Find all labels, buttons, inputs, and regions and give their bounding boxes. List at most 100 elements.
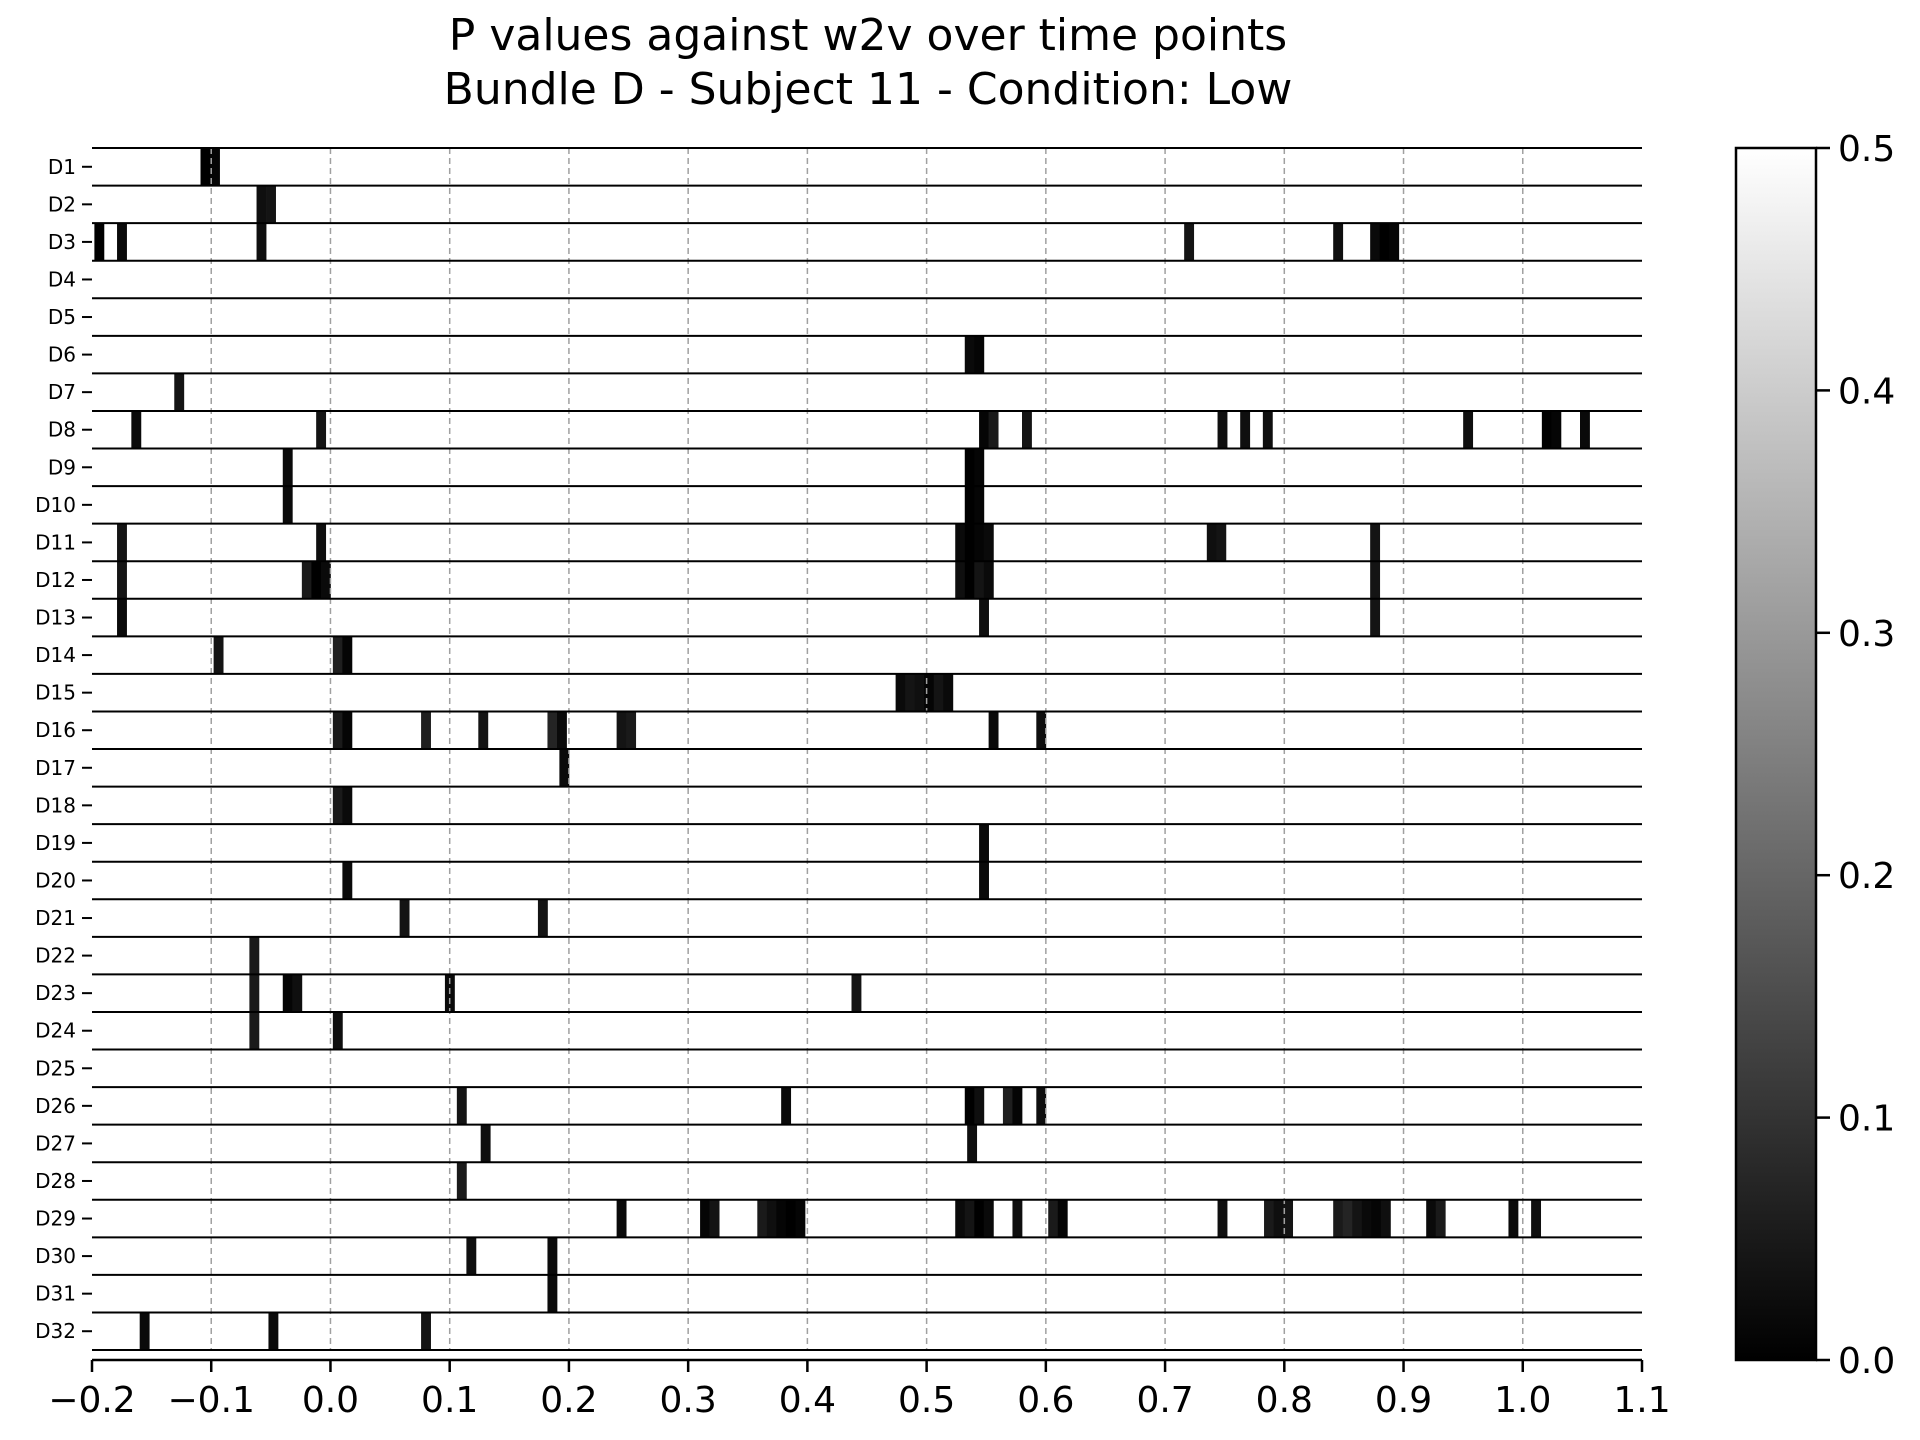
plot-area: D1 D2 D3 D4 D5 D6 D7 D8 D9 D10 D11 D12 D13 D14 D15 D16 D… xyxy=(35,147,1671,1421)
row-label-d12: D12 xyxy=(35,568,76,592)
row-label-d31: D31 xyxy=(35,1282,76,1306)
heatmap-cell xyxy=(1283,1199,1294,1238)
heatmap-cell xyxy=(256,223,267,261)
x-tick-label: 0.6 xyxy=(1017,1380,1074,1421)
heatmap-cell xyxy=(943,673,954,712)
row-background xyxy=(92,298,1642,336)
row-label-d30: D30 xyxy=(35,1244,76,1268)
colorbar-tick-label: 0.1 xyxy=(1838,1099,1895,1140)
heatmap-cell xyxy=(421,711,431,749)
heatmap-cell xyxy=(213,636,224,674)
heatmap-cell xyxy=(547,1237,558,1275)
heatmap-cell xyxy=(964,335,975,374)
colorbar: 0.0 0.1 0.2 0.3 0.4 0.5 xyxy=(1734,129,1895,1382)
heatmap-cell xyxy=(342,711,353,749)
heatmap-cell xyxy=(421,1312,431,1350)
row-label-d21: D21 xyxy=(35,906,76,930)
row-label-d18: D18 xyxy=(35,793,76,817)
row-background xyxy=(92,1237,1642,1275)
x-tick-label: 0.3 xyxy=(660,1380,717,1421)
colorbar-tick-label: 0.0 xyxy=(1838,1341,1895,1382)
heatmap-cell xyxy=(466,1237,477,1275)
row-label-d15: D15 xyxy=(35,681,76,705)
heatmap-cell xyxy=(1580,410,1590,449)
row-label-d28: D28 xyxy=(35,1169,76,1193)
heatmap-cell xyxy=(1048,1199,1059,1238)
heatmap-cell xyxy=(1216,523,1227,562)
heatmap-cell xyxy=(1508,1199,1519,1238)
row-label-d25: D25 xyxy=(35,1056,76,1080)
colorbar-tick-label: 0.3 xyxy=(1838,614,1895,655)
heatmap-cell xyxy=(557,711,567,749)
row-label-d1: D1 xyxy=(48,155,76,179)
heatmap-cell xyxy=(974,561,985,599)
heatmap-cell xyxy=(955,561,966,599)
heatmap-cell xyxy=(174,373,185,411)
heatmap-cell xyxy=(537,899,548,937)
x-tick-label: 1.0 xyxy=(1494,1380,1551,1421)
heatmap-cell xyxy=(964,486,975,524)
row-label-d9: D9 xyxy=(48,455,76,479)
heatmap-cell xyxy=(1036,1087,1047,1125)
heatmap-cell xyxy=(979,824,989,862)
heatmap-cell xyxy=(974,1199,985,1238)
x-tick-label: 0.8 xyxy=(1256,1380,1313,1421)
row-label-d6: D6 xyxy=(48,343,76,367)
heatmap-cell xyxy=(282,486,293,524)
heatmap-cell xyxy=(1342,1199,1353,1238)
heatmap-cell xyxy=(117,223,127,261)
row-label-d2: D2 xyxy=(48,192,76,216)
heatmap-cell xyxy=(1184,223,1195,261)
heatmap-cell xyxy=(332,636,343,674)
row-label-d20: D20 xyxy=(35,868,76,892)
row-background xyxy=(92,561,1642,599)
heatmap-cell xyxy=(1370,523,1381,562)
heatmap-cell xyxy=(1217,1199,1228,1238)
heatmap-cell xyxy=(266,185,276,224)
heatmap-cell xyxy=(914,673,925,712)
x-tick-label: 0.0 xyxy=(302,1380,359,1421)
heatmap-cell xyxy=(117,598,127,637)
heatmap-cell xyxy=(1389,223,1400,261)
heatmap-cell xyxy=(456,1087,467,1125)
row-label-d22: D22 xyxy=(35,944,76,968)
heatmap-cell xyxy=(320,561,331,599)
heatmap-cell xyxy=(1463,410,1474,449)
heatmap-cell xyxy=(1206,523,1217,562)
x-tick-label: 0.9 xyxy=(1375,1380,1432,1421)
row-label-d29: D29 xyxy=(35,1207,76,1231)
x-tick-label: 0.7 xyxy=(1136,1380,1193,1421)
heatmap-cell xyxy=(924,673,935,712)
row-background xyxy=(92,1124,1642,1163)
row-label-d32: D32 xyxy=(35,1319,76,1343)
heatmap-cell xyxy=(342,636,353,674)
row-background xyxy=(92,1312,1642,1350)
heatmap-cell xyxy=(249,974,260,1012)
row-background xyxy=(92,410,1642,449)
heatmap-cell xyxy=(1262,410,1273,449)
chart-title: P values against w2v over time points xyxy=(449,10,1287,61)
heatmap-cell xyxy=(964,561,975,599)
heatmap-cell xyxy=(1264,1199,1274,1238)
heatmap-cell xyxy=(131,410,142,449)
row-background xyxy=(92,1011,1642,1050)
x-tick-label: 1.1 xyxy=(1613,1380,1670,1421)
heatmap-cell xyxy=(1370,561,1381,599)
heatmap-cell xyxy=(332,711,343,749)
heatmap-cell xyxy=(983,523,994,562)
heatmap-cell xyxy=(301,561,312,599)
heatmap-cell xyxy=(1370,598,1381,637)
heatmap-cell xyxy=(1217,410,1228,449)
row-label-d13: D13 xyxy=(35,606,76,630)
row-background xyxy=(92,148,1642,186)
heatmap-cell xyxy=(1370,223,1381,261)
chart-subtitle: Bundle D - Subject 11 - Condition: Low xyxy=(444,64,1293,115)
heatmap-cell xyxy=(1273,1199,1284,1238)
heatmap-cell xyxy=(974,523,985,562)
row-background xyxy=(92,373,1642,411)
heatmap-cell xyxy=(776,1199,787,1238)
heatmap-cell xyxy=(268,1312,279,1350)
heatmap-cell xyxy=(967,1124,978,1163)
row-background xyxy=(92,749,1642,787)
